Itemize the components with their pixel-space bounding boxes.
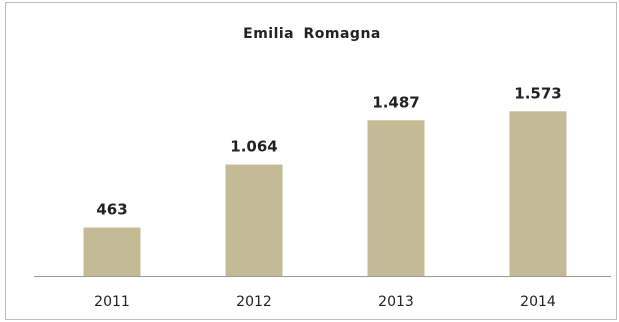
chart-frame: Emilia Romagna 463 2011 1.064 2012 1.487 2013…: [5, 2, 617, 320]
data-label-2012: 1.064: [230, 138, 277, 156]
data-label-2013: 1.487: [372, 93, 419, 111]
bar-2013: [367, 120, 425, 276]
x-tick-label-2013: 2013: [378, 294, 414, 310]
bar-2012: [225, 164, 283, 276]
bar-2011: [83, 227, 141, 276]
bar-chart: 463 2011 1.064 2012 1.487 2013 1.573 2014: [34, 84, 611, 310]
x-tick-label-2012: 2012: [236, 294, 272, 310]
x-tick-label-2014: 2014: [520, 294, 556, 310]
x-tick-label-2011: 2011: [94, 294, 130, 310]
data-label-2014: 1.573: [514, 84, 561, 102]
data-label-2011: 463: [96, 201, 127, 219]
bar-2014: [509, 111, 567, 277]
chart-title: Emilia Romagna: [243, 26, 381, 42]
